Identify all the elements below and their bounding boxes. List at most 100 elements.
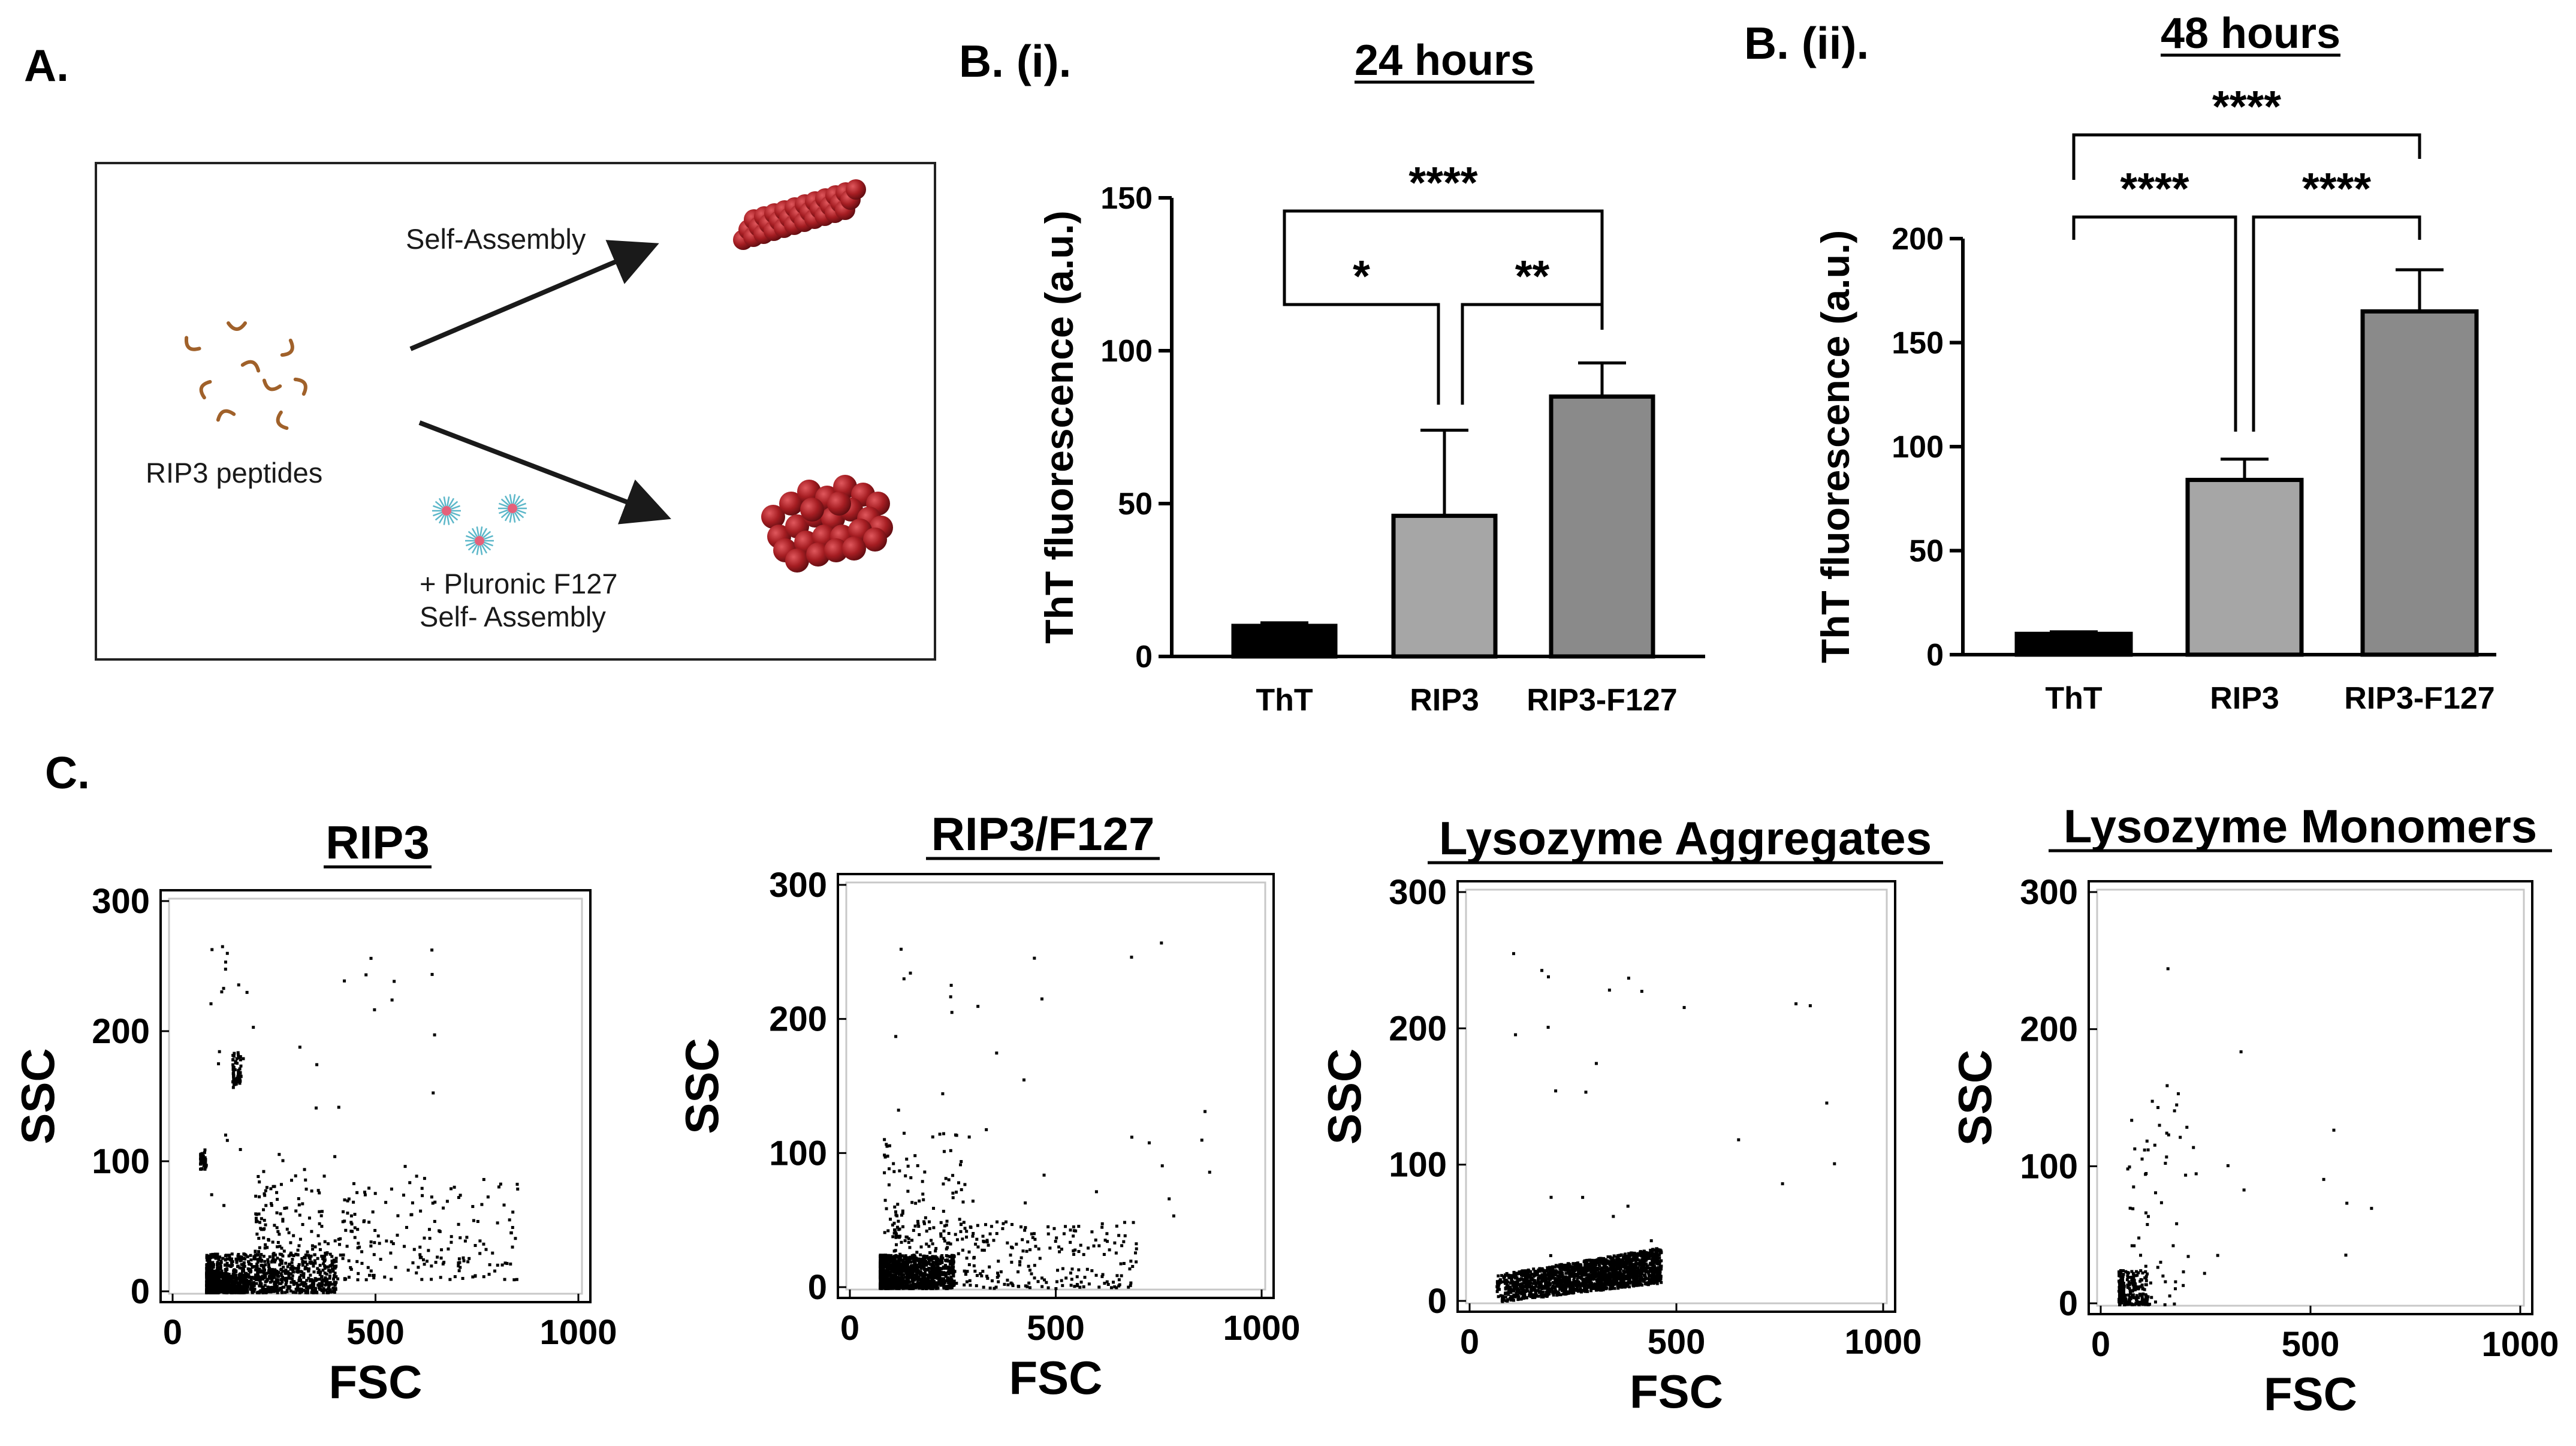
significance-label-tht-vs-rip3-f127: **** bbox=[2212, 82, 2281, 131]
scatter-point bbox=[1570, 1281, 1573, 1285]
scatter-point bbox=[1636, 1279, 1639, 1283]
scatter-point bbox=[357, 1272, 360, 1275]
scatter-point bbox=[212, 1271, 215, 1275]
scatter-point bbox=[205, 1282, 209, 1285]
scatter-point bbox=[1554, 1288, 1557, 1291]
scatter-point bbox=[263, 1284, 267, 1287]
scatter-point bbox=[273, 1275, 276, 1279]
scatter-point bbox=[1554, 1264, 1558, 1267]
scatter-point bbox=[885, 1276, 889, 1279]
scatter-point bbox=[1645, 1263, 1648, 1266]
scatter-point bbox=[239, 1071, 242, 1075]
scatter-point bbox=[423, 1177, 426, 1180]
peptides-label: RIP3 peptides bbox=[146, 457, 322, 489]
scatter-point bbox=[296, 1268, 300, 1272]
scatter-point bbox=[363, 1219, 366, 1222]
scatter-point bbox=[321, 1278, 325, 1282]
scatter-point bbox=[207, 1265, 211, 1269]
scatter-point bbox=[959, 1223, 963, 1227]
scatter-point bbox=[265, 1186, 269, 1189]
scatter-point bbox=[885, 1269, 888, 1272]
scatter-point bbox=[288, 1263, 292, 1266]
significance-bracket-rip3-vs-rip3-f127 bbox=[2252, 215, 2421, 432]
scatter-point bbox=[934, 1249, 937, 1253]
scatter-point bbox=[257, 1291, 260, 1294]
scatter-point bbox=[211, 1261, 215, 1264]
scatter-point bbox=[269, 1281, 272, 1284]
scatter-point bbox=[224, 1280, 227, 1284]
scatter-point bbox=[893, 1281, 897, 1284]
y-tick-label: 200 bbox=[1389, 1009, 1447, 1048]
scatter-point bbox=[954, 1133, 957, 1137]
micelle-tail bbox=[450, 501, 459, 508]
self-assembly-arrow bbox=[409, 240, 659, 351]
scatter-point bbox=[258, 1246, 261, 1249]
scatter-point bbox=[206, 1276, 210, 1279]
x-tick-label-rip3: RIP3 bbox=[1410, 683, 1479, 718]
scatter-point bbox=[905, 1259, 909, 1263]
scatter-point bbox=[496, 1263, 499, 1267]
scatter-point bbox=[284, 1276, 288, 1280]
scatter-point bbox=[1069, 1284, 1073, 1287]
aggregate-bead bbox=[824, 538, 848, 562]
scatter-point bbox=[925, 1284, 928, 1288]
scatter-point bbox=[356, 1246, 360, 1250]
scatter-point bbox=[1056, 1269, 1060, 1272]
scatter-point bbox=[1532, 1267, 1536, 1271]
scatter-point bbox=[433, 1200, 437, 1204]
scatter-point bbox=[1046, 1232, 1050, 1236]
scatter-point bbox=[981, 1270, 985, 1273]
scatter-point bbox=[1135, 1260, 1138, 1264]
fibril-bead bbox=[846, 179, 866, 200]
scatter-point bbox=[947, 1178, 951, 1182]
scatter-point bbox=[353, 1226, 357, 1230]
scatter-point bbox=[281, 1254, 285, 1258]
scatter-point bbox=[1577, 1269, 1580, 1272]
scatter-point bbox=[318, 1242, 321, 1246]
scatter-point bbox=[432, 1091, 435, 1095]
scatter-point bbox=[249, 1254, 252, 1257]
scatter-point bbox=[321, 1269, 325, 1272]
scatter-point bbox=[934, 1284, 937, 1288]
scatter-point bbox=[237, 1281, 240, 1285]
scatter-point bbox=[931, 1257, 935, 1260]
scatter-point bbox=[1585, 1289, 1588, 1293]
scatter-point bbox=[438, 1229, 441, 1233]
scatter-point bbox=[907, 1240, 910, 1244]
micelle-tail bbox=[466, 541, 475, 547]
scatter-point bbox=[930, 1283, 933, 1287]
scatter-point bbox=[393, 980, 396, 983]
micelle-tail bbox=[504, 495, 511, 505]
scatter-point bbox=[1094, 1190, 1098, 1194]
scatter-point bbox=[1640, 1254, 1644, 1258]
scatter-point bbox=[323, 1254, 327, 1258]
scatter-point bbox=[205, 1254, 209, 1257]
scatter-point bbox=[237, 1252, 240, 1256]
scatter-point bbox=[231, 1058, 235, 1061]
scatter-point bbox=[304, 1188, 308, 1191]
scatter-point bbox=[1006, 1283, 1010, 1287]
scatter-point bbox=[933, 1255, 937, 1258]
scatter-point bbox=[300, 1281, 304, 1284]
scatter-point bbox=[975, 1274, 979, 1278]
scatter-point bbox=[1060, 1279, 1063, 1282]
scatter-point bbox=[298, 1287, 302, 1291]
scatter-point bbox=[328, 1274, 331, 1278]
scatter-point bbox=[1019, 1225, 1023, 1229]
scatter-point bbox=[1569, 1269, 1573, 1272]
scatter-point bbox=[259, 1227, 263, 1230]
scatter-point bbox=[213, 1274, 217, 1278]
scatter-point bbox=[260, 1217, 263, 1221]
scatter-point bbox=[1122, 1240, 1126, 1243]
scatter-point bbox=[450, 1240, 453, 1244]
scatter-point bbox=[1001, 1227, 1005, 1230]
scatter-point bbox=[944, 1285, 948, 1288]
scatter-point bbox=[918, 1262, 921, 1266]
scatter-point bbox=[459, 1236, 462, 1240]
scatter-point bbox=[317, 1269, 321, 1272]
scatter-point bbox=[885, 1144, 889, 1148]
scatter-point bbox=[224, 1270, 228, 1273]
scatter-point bbox=[225, 1138, 229, 1142]
scatter-point bbox=[1568, 1277, 1571, 1281]
scatter-point bbox=[901, 1254, 904, 1258]
